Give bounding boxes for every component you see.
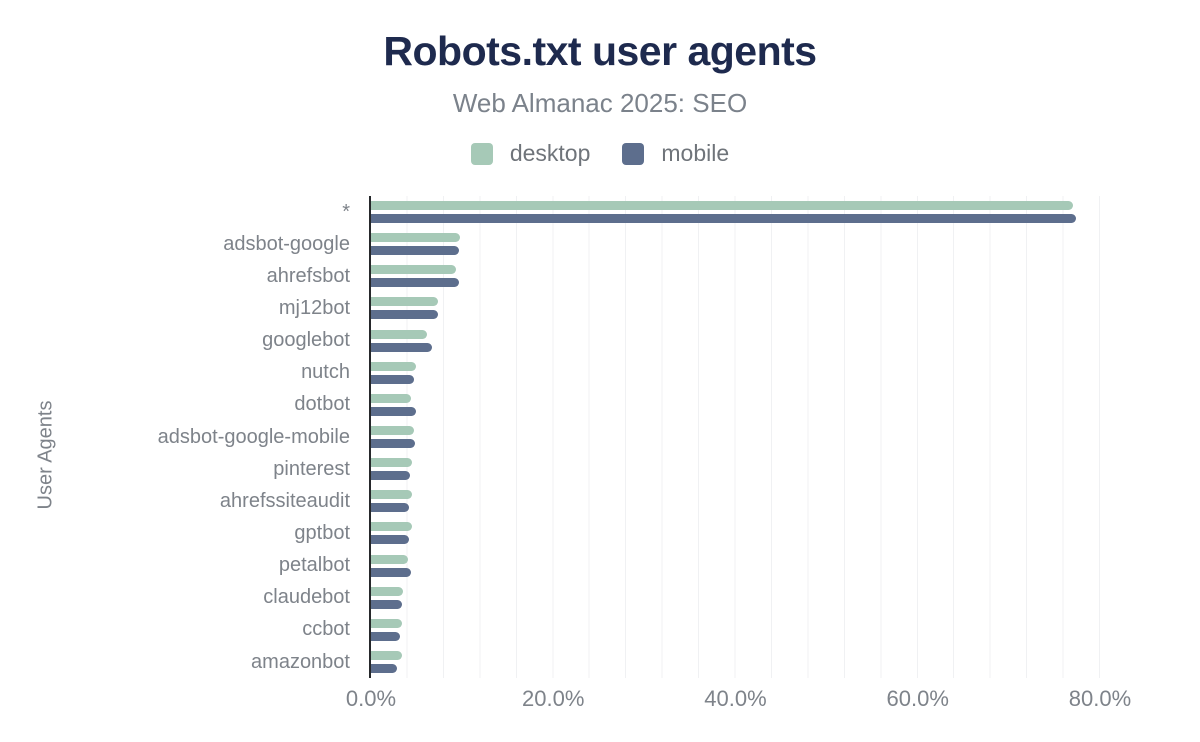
y-axis-category-labels: * adsbot-google ahrefsbot mj12bot googlebot n… [0, 196, 360, 678]
chart-row [371, 517, 1102, 549]
chart-row [371, 196, 1102, 228]
category-label: dotbot [294, 393, 350, 416]
bar-mobile[interactable] [371, 342, 433, 352]
chart-row [371, 357, 1102, 389]
bar-mobile[interactable] [371, 278, 460, 288]
chart-row [371, 485, 1102, 517]
mobile-swatch-icon [622, 142, 645, 165]
legend-label-mobile: mobile [661, 140, 730, 166]
category-label: gptbot [294, 521, 350, 544]
chart-row [371, 389, 1102, 421]
plot-area [369, 196, 1102, 678]
category-label: * [342, 200, 350, 223]
category-label: petalbot [278, 554, 350, 577]
legend: desktop mobile [0, 140, 1200, 167]
bar-mobile[interactable] [371, 439, 415, 449]
chart-subtitle: Web Almanac 2025: SEO [452, 88, 748, 118]
bar-desktop[interactable] [371, 233, 461, 243]
category-label: pinterest [273, 457, 350, 480]
chart-title: Robots.txt user agents [383, 28, 817, 74]
category-label: claudebot [263, 586, 350, 609]
category-label: ahrefsbot [266, 264, 350, 287]
chart-row [371, 325, 1102, 357]
x-axis-tick-labels: 0.0% 20.0% 40.0% 60.0% 80.0% [0, 686, 1200, 716]
x-tick-label: 60.0% [886, 686, 949, 711]
category-label: googlebot [262, 329, 350, 352]
chart-row [371, 292, 1102, 324]
category-label: adsbot-google-mobile [157, 425, 350, 448]
legend-item-desktop[interactable]: desktop [470, 140, 591, 167]
chart-row [371, 421, 1102, 453]
bar-desktop[interactable] [371, 586, 403, 596]
legend-label-desktop: desktop [509, 140, 591, 166]
bar-desktop[interactable] [371, 651, 402, 661]
bar-desktop[interactable] [371, 458, 412, 468]
bar-mobile[interactable] [371, 214, 1077, 224]
legend-item-mobile[interactable]: mobile [622, 140, 729, 167]
category-label: ccbot [302, 618, 350, 641]
chart-row [371, 453, 1102, 485]
bar-mobile[interactable] [371, 535, 410, 545]
category-label: amazonbot [251, 650, 350, 673]
bar-mobile[interactable] [371, 471, 411, 481]
x-tick-label: 20.0% [522, 686, 585, 711]
chart-row [371, 228, 1102, 260]
category-label: mj12bot [278, 296, 350, 319]
chart-row [371, 646, 1102, 678]
chart-row [371, 614, 1102, 646]
bar-mobile[interactable] [371, 246, 459, 256]
x-tick-label: 40.0% [704, 686, 767, 711]
bar-mobile[interactable] [371, 406, 416, 416]
bar-desktop[interactable] [371, 329, 427, 339]
chart-row [371, 582, 1102, 614]
bar-desktop[interactable] [371, 490, 412, 500]
bar-desktop[interactable] [371, 201, 1073, 211]
category-label: adsbot-google [223, 232, 350, 255]
x-tick-label: 80.0% [1068, 686, 1132, 711]
bar-desktop[interactable] [371, 554, 409, 564]
category-label: ahrefssiteaudit [219, 489, 350, 512]
bar-desktop[interactable] [371, 522, 412, 532]
bar-mobile[interactable] [371, 503, 410, 513]
category-label: nutch [301, 361, 350, 384]
chart-row [371, 260, 1102, 292]
bar-desktop[interactable] [371, 265, 456, 275]
x-tick-label: 0.0% [345, 686, 397, 711]
bar-mobile[interactable] [371, 631, 401, 641]
chart-row [371, 550, 1102, 582]
desktop-swatch-icon [470, 142, 493, 165]
bar-mobile[interactable] [371, 374, 414, 384]
bar-mobile[interactable] [371, 310, 438, 320]
bar-desktop[interactable] [371, 426, 414, 436]
bar-desktop[interactable] [371, 618, 402, 628]
bar-mobile[interactable] [371, 664, 398, 674]
bar-mobile[interactable] [371, 599, 402, 609]
bar-desktop[interactable] [371, 393, 412, 403]
bar-desktop[interactable] [371, 297, 439, 307]
bar-rows [371, 196, 1102, 678]
bar-desktop[interactable] [371, 361, 416, 371]
bar-mobile[interactable] [371, 567, 412, 577]
